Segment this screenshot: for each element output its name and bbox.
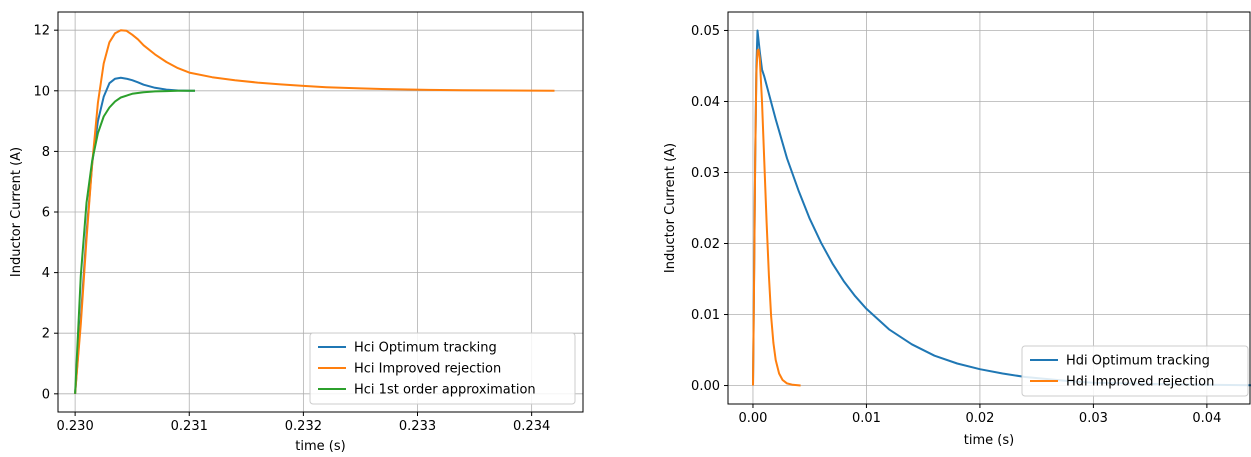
legend-label: Hci Optimum tracking xyxy=(354,341,497,356)
x-tick-label: 0.03 xyxy=(1079,411,1108,426)
legend-box xyxy=(1021,345,1249,397)
legend: Hci Optimum tracking Hci Improved rejecti… xyxy=(309,332,576,405)
legend-label: Hci 1st order approximation xyxy=(354,383,536,398)
x-tick-label: 0.231 xyxy=(171,419,208,434)
x-tick-label: 0.234 xyxy=(513,419,550,434)
y-tick-label: 0.01 xyxy=(691,308,720,323)
y-tick-label: 0.03 xyxy=(691,166,720,181)
y-tick-label: 0.04 xyxy=(691,95,720,110)
y-axis-label: Inductor Current (A) xyxy=(9,147,24,277)
y-tick-label: 8 xyxy=(42,145,50,160)
series-line xyxy=(752,48,801,387)
y-tick-label: 0 xyxy=(42,387,50,402)
chart-disturbance-response: 0.00 0.01 0.02 0.03 0.04 0.000.010.020.030.0… xyxy=(663,11,1251,448)
legend: Hdi Optimum tracking Hdi Improved rejecti… xyxy=(1021,345,1249,397)
grid xyxy=(728,12,1250,404)
series-lines xyxy=(752,29,1251,387)
x-tick-label: 0.04 xyxy=(1192,411,1221,426)
y-tick-label: 2 xyxy=(42,327,50,342)
x-tick-label: 0.233 xyxy=(399,419,436,434)
y-tick-label: 0.02 xyxy=(691,237,720,252)
x-tick-label: 0.00 xyxy=(738,411,767,426)
y-axis-ticks: 0.00 0.01 0.02 0.03 0.04 0.05 xyxy=(691,24,728,394)
x-tick-label: 0.01 xyxy=(852,411,881,426)
x-tick-label: 0.232 xyxy=(285,419,322,434)
series-line xyxy=(752,29,1251,387)
series-line xyxy=(74,29,555,394)
y-tick-label: 4 xyxy=(42,266,50,281)
x-tick-label: 0.230 xyxy=(57,419,94,434)
series-line xyxy=(74,76,195,394)
series-lines xyxy=(74,29,555,394)
legend-label: Hdi Optimum tracking xyxy=(1066,354,1210,369)
y-axis-ticks: 0 2 4 6 8 10 12 xyxy=(33,24,58,402)
x-axis-label: time (s) xyxy=(295,439,345,454)
x-axis-ticks: 0.230 0.231 0.232 0.233 0.234 xyxy=(57,412,550,434)
y-axis-label: Inductor Current (A) xyxy=(663,143,678,273)
plot-frame xyxy=(727,11,1251,405)
y-tick-label: 0.05 xyxy=(691,24,720,39)
chart-optimum-tracking-vs-rejection: 0.230 0.231 0.232 0.233 0.234 0 2 4 6 8 10 12 time… xyxy=(9,11,584,454)
plot-frame xyxy=(57,11,584,413)
x-axis-label: time (s) xyxy=(964,433,1014,448)
series-line xyxy=(74,89,195,394)
legend-label: Hdi Improved rejection xyxy=(1066,375,1214,390)
y-tick-label: 6 xyxy=(42,206,50,221)
y-tick-label: 0.00 xyxy=(691,379,720,394)
y-tick-label: 10 xyxy=(33,84,50,99)
x-tick-label: 0.02 xyxy=(965,411,994,426)
legend-box xyxy=(309,332,576,405)
x-axis-ticks: 0.00 0.01 0.02 0.03 0.04 xyxy=(738,404,1221,426)
y-tick-label: 12 xyxy=(33,24,50,39)
legend-label: Hci Improved rejection xyxy=(354,362,501,377)
